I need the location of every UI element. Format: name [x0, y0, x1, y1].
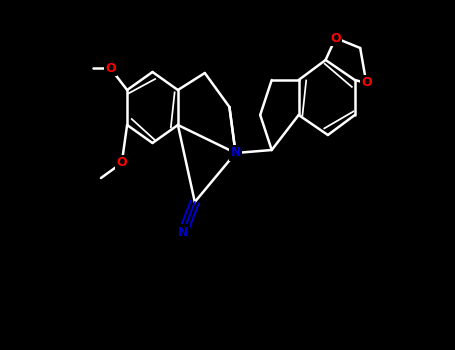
Text: O: O [116, 156, 127, 169]
Text: N: N [178, 225, 188, 238]
Text: O: O [330, 32, 341, 44]
Text: N: N [230, 147, 241, 160]
Text: O: O [105, 62, 116, 75]
Text: O: O [361, 77, 372, 90]
